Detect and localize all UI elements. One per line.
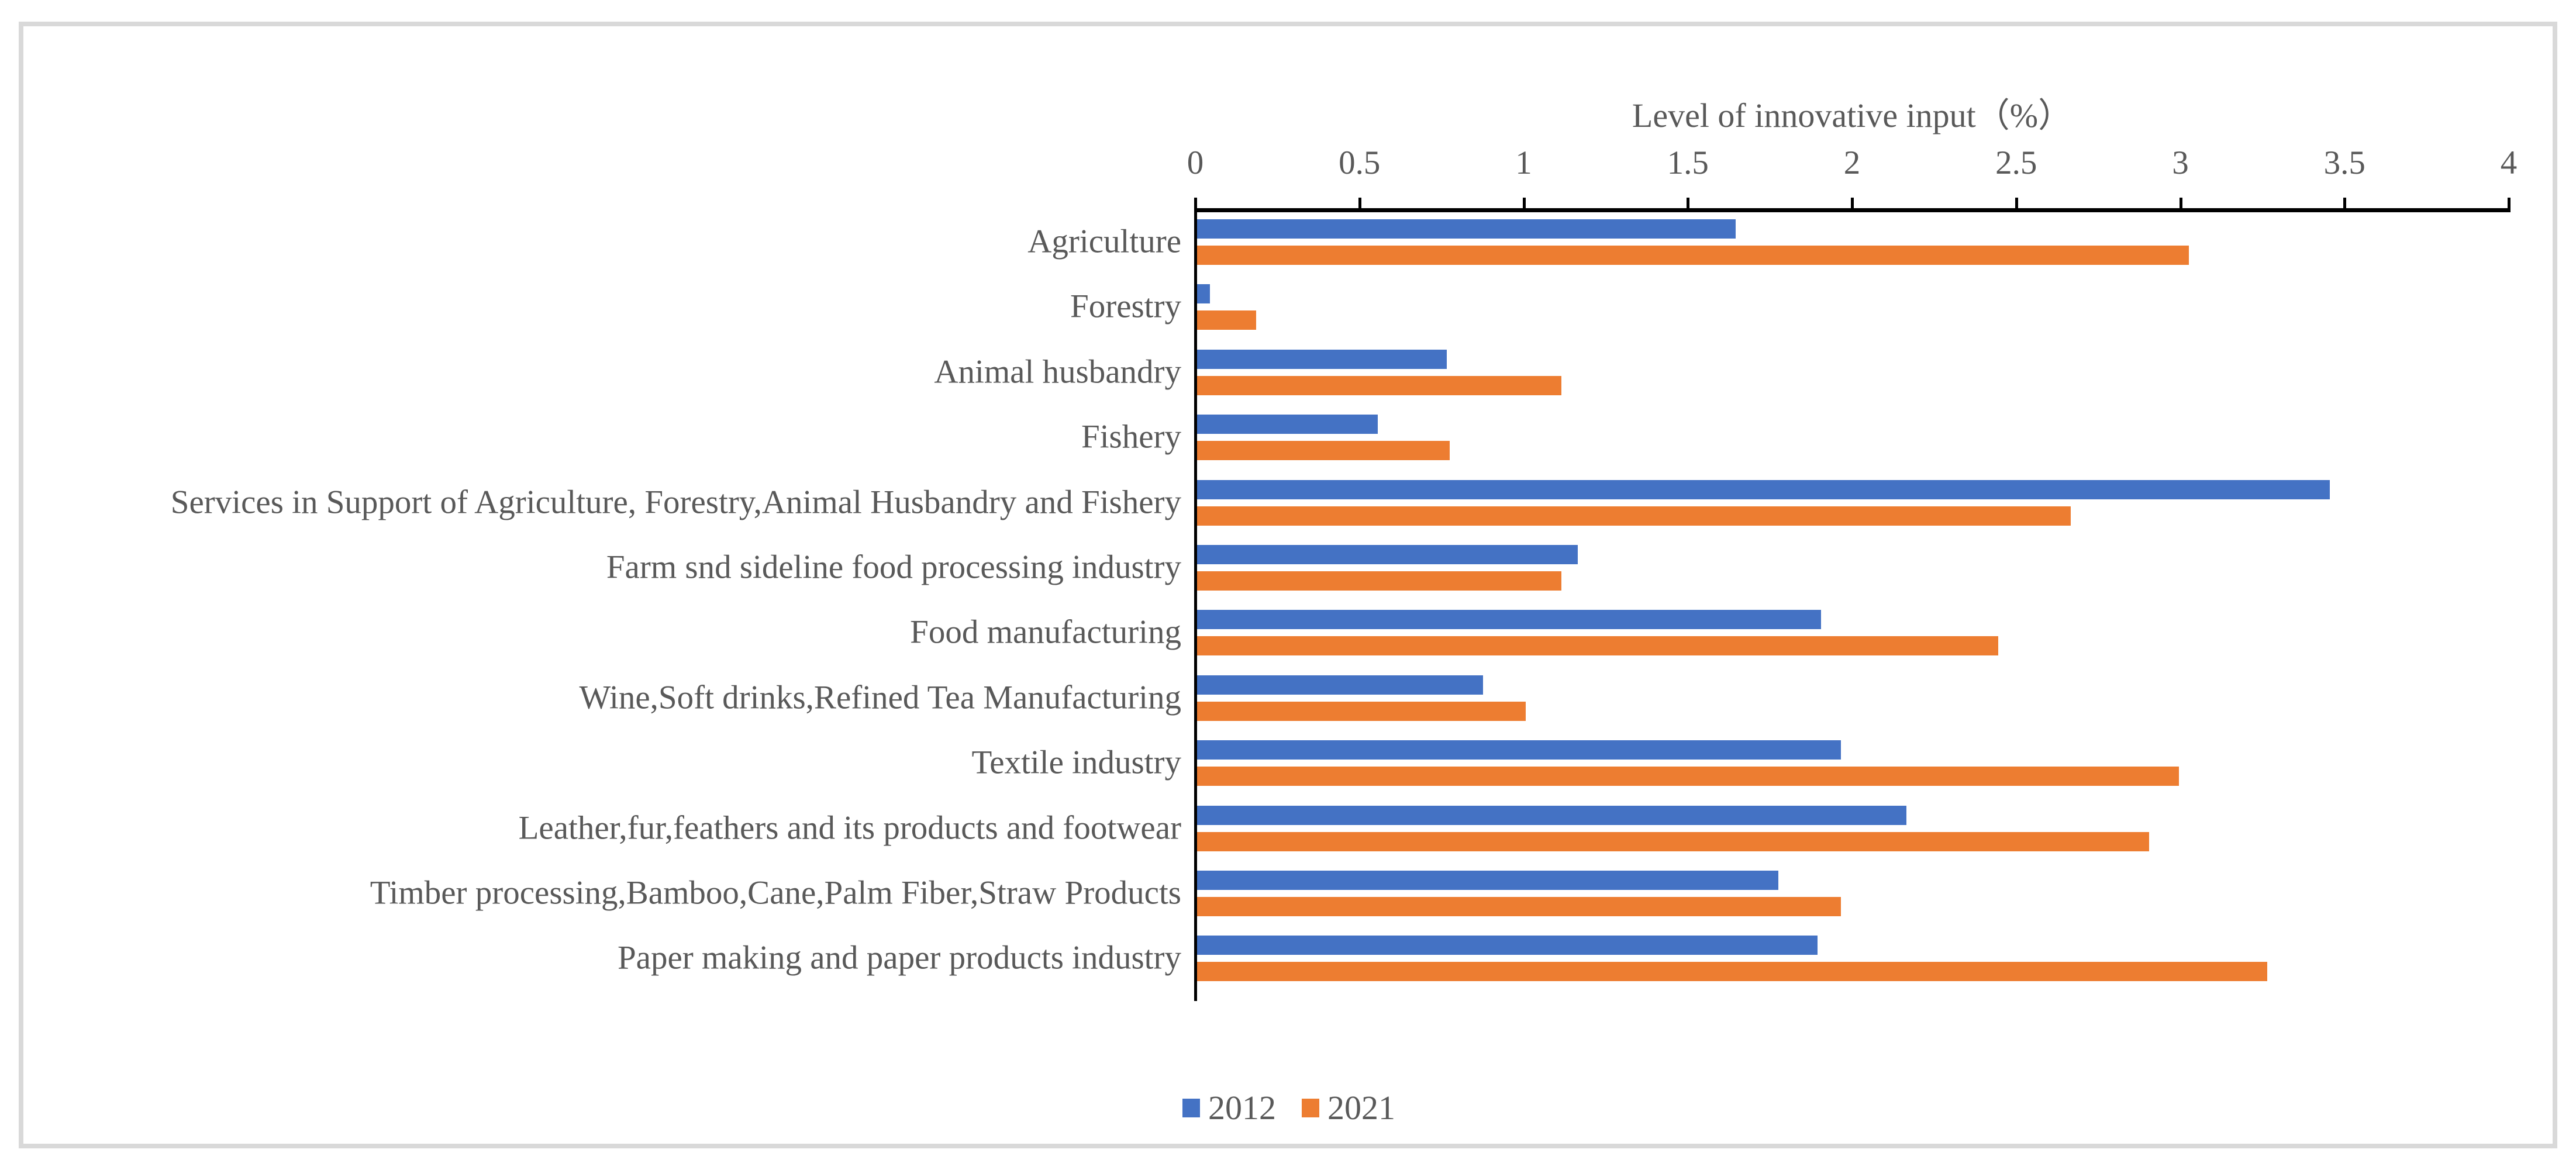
bar-2021 (1197, 636, 1998, 656)
category-label: Services in Support of Agriculture, Fore… (170, 484, 1181, 521)
x-axis-tick-mark (2015, 198, 2018, 208)
x-axis-tick-label: 2 (1843, 144, 1861, 181)
bar-2021 (1197, 701, 1526, 721)
bar-2021 (1197, 767, 2179, 786)
x-axis-title: Level of innovative input（%） (1632, 96, 2072, 134)
bar-2021 (1197, 831, 2149, 851)
bar-2012 (1197, 284, 1210, 304)
x-axis-tick-mark (1851, 198, 1854, 208)
x-axis-tick-label: 3 (2172, 144, 2189, 181)
bar-2021 (1197, 375, 1561, 395)
x-axis-tick-mark (1687, 198, 1690, 208)
bar-2021 (1197, 506, 2071, 526)
x-axis-tick-label: 0.5 (1339, 144, 1381, 181)
legend-swatch-2021 (1302, 1099, 1319, 1117)
category-label: Leather,fur,feathers and its products an… (518, 809, 1181, 847)
category-label: Forestry (1070, 288, 1181, 326)
bar-2021 (1197, 246, 2189, 265)
bar-2021 (1197, 571, 1561, 591)
legend-label-2021: 2021 (1327, 1089, 1395, 1127)
x-axis-line (1194, 208, 2511, 212)
bar-2012 (1197, 219, 1736, 239)
category-label: Paper making and paper products industry (617, 940, 1181, 977)
category-label: Textile industry (971, 744, 1181, 781)
bar-2021 (1197, 310, 1256, 330)
bar-2012 (1197, 740, 1841, 760)
bar-2012 (1197, 545, 1578, 564)
bar-2012 (1197, 871, 1778, 890)
legend-item-2012: 2012 (1182, 1091, 1276, 1125)
legend: 2012 2021 (1182, 1091, 1395, 1125)
x-axis-tick-mark (2179, 198, 2182, 208)
category-label: Animal husbandry (934, 353, 1181, 391)
bar-2021 (1197, 897, 1841, 916)
category-label: Food manufacturing (910, 614, 1181, 651)
x-axis-tick-label: 3.5 (2323, 144, 2365, 181)
legend-item-2021: 2021 (1302, 1091, 1395, 1125)
x-axis-tick-label: 0 (1187, 144, 1204, 181)
bar-2012 (1197, 936, 1818, 955)
bar-2012 (1197, 610, 1821, 630)
bar-2021 (1197, 441, 1450, 461)
legend-label-2012: 2012 (1208, 1089, 1276, 1127)
x-axis-tick-mark (1358, 198, 1361, 208)
category-label: Timber processing,Bamboo,Cane,Palm Fiber… (370, 874, 1181, 912)
x-axis-tick-mark (2343, 198, 2347, 208)
category-label: Fishery (1081, 418, 1181, 455)
bar-2012 (1197, 479, 2330, 499)
bar-2012 (1197, 349, 1447, 369)
legend-swatch-2012 (1182, 1099, 1200, 1117)
x-axis-tick-mark (1522, 198, 1526, 208)
bar-2012 (1197, 805, 1906, 825)
x-axis-tick-mark (2508, 198, 2511, 208)
x-axis-tick-label: 4 (2500, 144, 2518, 181)
category-label: Farm snd sideline food processing indust… (606, 548, 1181, 586)
x-axis-tick-label: 1 (1515, 144, 1532, 181)
bar-2021 (1197, 962, 2267, 982)
x-axis-tick-label: 1.5 (1667, 144, 1709, 181)
bar-2012 (1197, 415, 1378, 434)
category-label: Agriculture (1027, 223, 1181, 260)
bar-2012 (1197, 675, 1483, 695)
y-axis-line (1194, 208, 1197, 1001)
x-axis-tick-mark (1194, 198, 1197, 208)
category-label: Wine,Soft drinks,Refined Tea Manufacturi… (579, 679, 1181, 716)
x-axis-tick-label: 2.5 (1995, 144, 2037, 181)
